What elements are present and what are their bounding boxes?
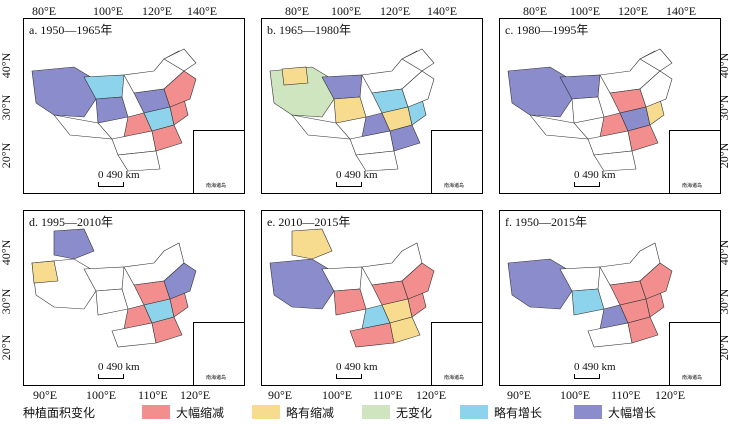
- lon-label: 120°E: [655, 388, 686, 402]
- panel-title: f. 1950—2015年: [505, 215, 587, 229]
- south-china-sea-inset: 南海诸岛: [193, 322, 244, 385]
- province-map: [31, 228, 197, 348]
- south-china-sea-inset: 南海诸岛: [193, 130, 244, 193]
- map-panel-f: f. 1950—2015年 0 490 km 南海诸岛: [499, 210, 721, 386]
- panel-title: c. 1980—1995年: [505, 23, 589, 37]
- south-china-sea-inset: 南海诸岛: [431, 130, 482, 193]
- south-china-sea-inset: 南海诸岛: [431, 322, 482, 385]
- lon-label: 140°E: [427, 4, 458, 18]
- map-panel-e: e. 2010—2015年 0 490 km 南海诸岛: [261, 210, 483, 386]
- inset-label: 南海诸岛: [206, 184, 227, 189]
- map-panel-b: b. 1965—1980年 0 490 km 南海诸岛: [261, 18, 483, 194]
- swatch: [574, 405, 602, 419]
- inset-label: 南海诸岛: [206, 376, 227, 381]
- lon-label: 110°E: [138, 388, 168, 402]
- scale-bar: [336, 374, 362, 379]
- lat-label: 20°N: [0, 334, 14, 361]
- inset-label: 南海诸岛: [682, 376, 703, 381]
- china-provinces: [31, 48, 197, 172]
- south-china-sea-inset: 南海诸岛: [669, 130, 720, 193]
- lon-label: 110°E: [373, 388, 403, 402]
- scale-bar: [98, 374, 124, 379]
- south-china-sea-inset: 南海诸岛: [669, 322, 720, 385]
- legend-label: 大幅缩减: [176, 405, 225, 420]
- inset-label: 南海诸岛: [444, 376, 465, 381]
- panel-title: a. 1950—1965年: [29, 23, 113, 37]
- inset-label: 南海诸岛: [682, 184, 703, 189]
- scale-label: 0 490 km: [574, 169, 616, 181]
- lat-label: 40°N: [0, 52, 14, 79]
- lon-label: 140°E: [187, 4, 218, 18]
- lon-label: 100°E: [86, 388, 117, 402]
- legend-title: 种植面积变化: [23, 405, 96, 420]
- lon-label: 120°E: [618, 4, 649, 18]
- lon-label: 100°E: [93, 4, 124, 18]
- province-map: [31, 48, 197, 172]
- lon-label: 120°E: [416, 388, 447, 402]
- inset-label: 南海诸岛: [444, 184, 465, 189]
- map-panel-d: d. 1995—2010年 0 490 km 南海诸岛: [23, 210, 245, 386]
- panel-title: b. 1965—1980年: [267, 23, 352, 37]
- scale-bar: [98, 182, 124, 187]
- legend-item-major-increase: 大幅增长: [574, 404, 656, 420]
- scale-label: 0 490 km: [98, 169, 140, 181]
- swatch: [142, 405, 170, 419]
- lon-label: 80°E: [523, 4, 548, 18]
- scale-label: 0 490 km: [98, 361, 140, 373]
- lon-label: 100°E: [560, 388, 591, 402]
- swatch: [362, 405, 390, 419]
- scale-bar: [336, 182, 362, 187]
- legend-label: 大幅增长: [608, 405, 657, 420]
- lat-label: 30°N: [0, 288, 14, 315]
- lat-label: 40°N: [0, 239, 14, 266]
- lon-label: 110°E: [611, 388, 641, 402]
- lon-label: 90°E: [507, 388, 532, 402]
- scale-bar: [574, 374, 600, 379]
- legend-label: 略有缩减: [286, 405, 335, 420]
- lon-label: 100°E: [322, 388, 353, 402]
- lon-label: 120°E: [380, 4, 411, 18]
- lon-label: 100°E: [570, 4, 601, 18]
- panel-title: d. 1995—2010年: [29, 215, 114, 229]
- swatch: [252, 405, 280, 419]
- lon-label: 140°E: [666, 4, 697, 18]
- scale-bar: [574, 182, 600, 187]
- scale-label: 0 490 km: [574, 361, 616, 373]
- legend-item-slight-increase: 略有增长: [460, 404, 542, 420]
- lon-label: 100°E: [331, 4, 362, 18]
- scale-label: 0 490 km: [336, 169, 378, 181]
- lon-label: 80°E: [285, 4, 310, 18]
- legend-label: 无变化: [396, 405, 433, 420]
- legend-item-major-decrease: 大幅缩减: [142, 404, 224, 420]
- lon-label: 80°E: [32, 4, 57, 18]
- lon-label: 90°E: [268, 388, 293, 402]
- scale-label: 0 490 km: [336, 361, 378, 373]
- lon-label: 120°E: [180, 388, 211, 402]
- lon-label: 90°E: [33, 388, 58, 402]
- lat-label: 20°N: [0, 142, 14, 169]
- legend-item-no-change: 无变化: [362, 404, 432, 420]
- lat-label: 30°N: [0, 94, 14, 121]
- province-map: [507, 48, 673, 172]
- legend-label: 略有增长: [494, 405, 543, 420]
- province-map: [269, 228, 435, 348]
- panel-title: e. 2010—2015年: [267, 215, 351, 229]
- map-panel-a: a. 1950—1965年 0 490 km 南海诸岛: [23, 18, 245, 194]
- province-map: [269, 48, 435, 172]
- province-map: [507, 242, 673, 348]
- swatch: [460, 405, 488, 419]
- legend-item-slight-decrease: 略有缩减: [252, 404, 334, 420]
- map-panel-c: c. 1980—1995年 0 490 km 南海诸岛: [499, 18, 721, 194]
- lon-label: 120°E: [142, 4, 173, 18]
